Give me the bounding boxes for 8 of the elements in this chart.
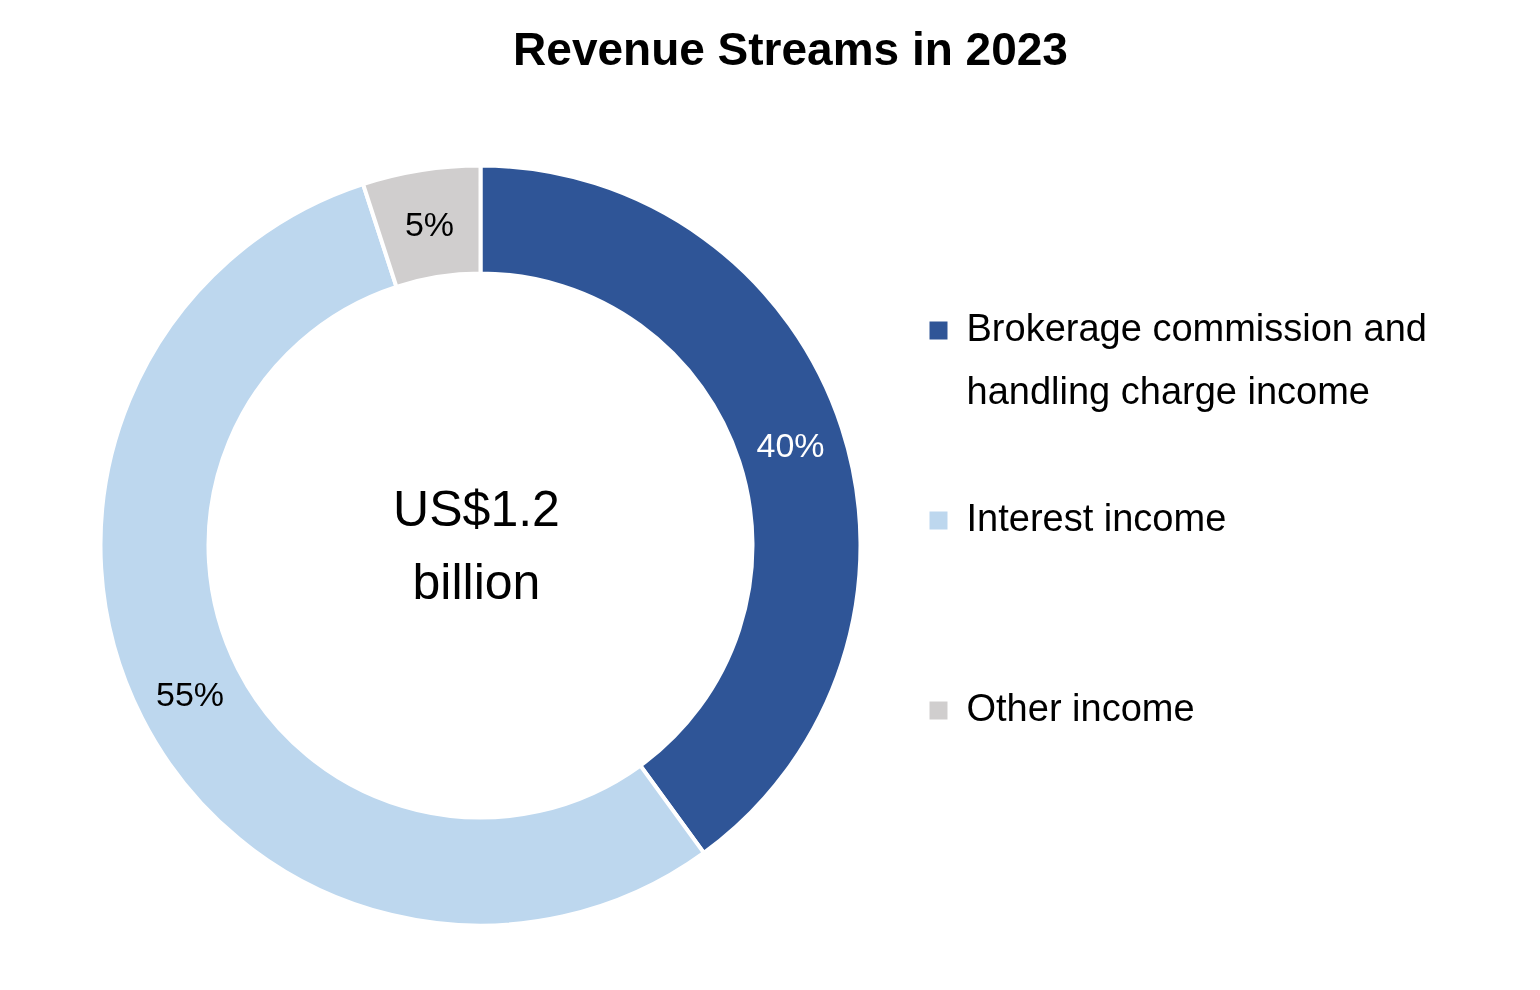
chart-title: Revenue Streams in 2023 [513,22,1068,75]
data-label: 40% [756,425,825,464]
data-label: 55% [156,674,225,713]
legend-label: Interest income [966,496,1227,539]
legend-label: Brokerage commission and handling charge income [966,306,1427,412]
text: US$1.2 billion [393,481,560,610]
legend-label: Other income [966,686,1195,729]
data-label: 5% [404,204,455,243]
